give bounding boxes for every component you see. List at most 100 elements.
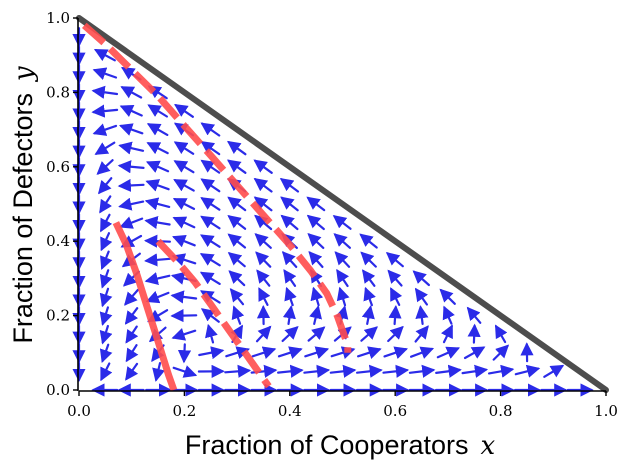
field-arrow [199,253,221,267]
field-arrow [200,159,221,174]
field-arrow [124,288,139,306]
field-arrow [147,104,168,118]
x-tick-label: 0.8 [489,402,513,420]
field-arrow [435,364,462,378]
field-arrow [145,160,170,173]
field-arrow [306,196,326,212]
field-arrow [200,290,221,304]
field-arrow [227,251,246,268]
field-arrow [227,233,247,249]
field-arrow [152,362,166,382]
field-arrow [144,253,171,267]
field-arrow [231,305,245,325]
field-arrow [363,286,376,307]
field-arrow [495,324,508,344]
field-arrow [99,343,113,363]
field-arrow [224,364,252,378]
field-arrow [94,141,116,155]
field-arrow [441,324,453,344]
field-arrow [332,215,352,230]
field-arrow [145,290,170,304]
field-arrow [227,215,247,230]
x-tick-label: 1.0 [594,402,618,420]
field-arrow [442,305,455,325]
field-arrow [100,250,113,270]
field-arrow [117,178,145,193]
field-arrow [125,325,139,344]
field-arrow [329,364,357,378]
y-tick-label: 1.0 [46,9,70,27]
field-arrow [200,234,221,248]
field-arrow [387,325,404,343]
field-arrow [308,251,324,268]
field-arrow [200,215,221,230]
field-arrow [93,48,116,62]
field-arrow [119,104,143,118]
field-arrow [100,213,113,233]
y-axis-label-text: Fraction of Defectors [8,93,38,344]
field-arrow [254,233,272,249]
field-arrow [467,323,481,344]
field-arrow [361,305,375,325]
field-arrow [170,290,198,304]
field-arrow [360,326,378,342]
y-tick-label: 0.2 [46,307,70,325]
y-tick-label: 0.6 [46,158,70,176]
field-arrow [408,364,436,378]
field-arrow [100,232,113,252]
field-arrow [99,287,113,308]
field-arrow [282,305,296,325]
field-arrow [388,305,402,326]
field-arrow [251,346,277,359]
field-arrow [99,324,113,345]
y-ticks: 0.0 0.2 0.4 0.6 0.8 1.0 [46,9,78,399]
field-arrow [100,362,113,382]
field-arrow [387,269,403,287]
field-arrow [281,251,298,268]
field-arrow [357,346,382,359]
field-arrow [92,67,118,80]
field-arrow [146,142,169,155]
x-tick-label: 0.4 [278,402,302,420]
field-arrow [255,325,272,343]
field-arrow [359,233,378,249]
field-arrow [99,306,113,326]
field-arrow [119,216,144,229]
field-arrow [255,251,272,268]
field-arrow [280,196,299,212]
field-arrow [200,122,221,137]
y-tick-label: 0.8 [46,83,70,101]
field-arrow [117,160,145,174]
trajectory-2 [112,221,178,392]
field-arrow [200,141,221,156]
field-arrow [97,177,113,195]
field-arrow [283,269,297,287]
field-arrow [415,305,429,325]
field-arrow [200,308,220,323]
field-arrow [172,365,198,378]
field-arrow [200,197,221,211]
field-arrow [228,270,246,287]
field-arrow [91,104,119,118]
field-arrow [488,364,515,378]
field-arrow [200,178,221,193]
y-tick-label: 0.4 [46,232,70,250]
x-axis-variable: x [480,431,495,461]
field-arrow [199,271,221,285]
field-arrow [439,288,456,305]
x-axis-label: Fraction of Cooperators x [185,430,496,461]
field-arrow [227,159,247,174]
field-arrow [382,364,410,378]
field-arrow [172,235,196,248]
field-arrow [92,123,118,136]
field-arrow [304,346,330,359]
field-arrow [256,269,271,287]
field-arrow [118,197,145,211]
trajectory-1 [81,22,352,353]
field-arrow [227,140,247,156]
field-arrow [227,196,247,212]
field-arrow [463,346,486,360]
field-arrow [307,232,325,249]
